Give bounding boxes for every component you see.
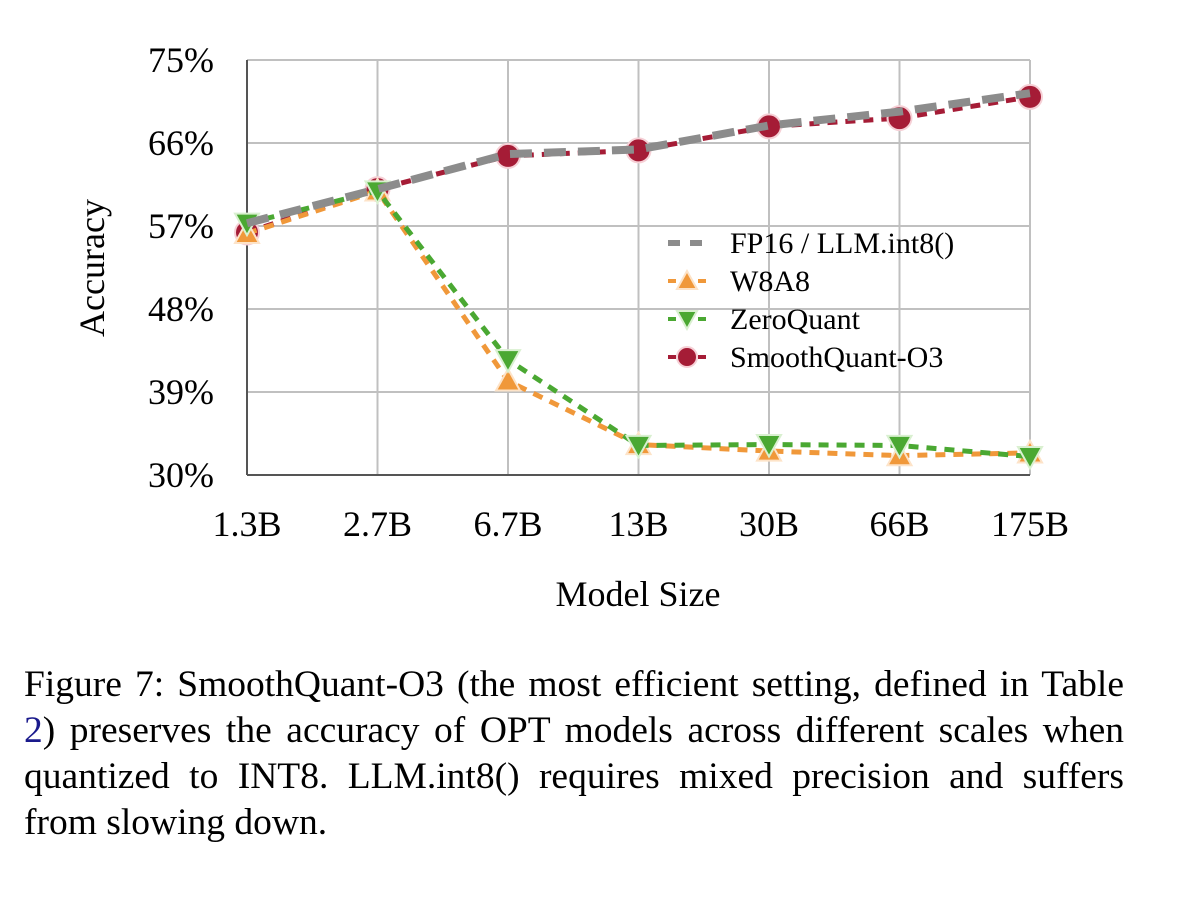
x-tick-label: 1.3B [212,504,281,544]
y-axis-title: Accuracy [72,199,112,337]
legend-label: ZeroQuant [730,303,861,336]
legend-label: SmoothQuant-O3 [730,341,943,374]
triangle-down-marker [675,310,699,332]
x-axis-title: Model Size [556,574,721,614]
x-tick-label: 66B [869,504,929,544]
x-tick-labels: 1.3B 2.7B 6.7B 13B 30B 66B 175B [212,504,1069,544]
x-tick-label: 13B [608,504,668,544]
y-tick-label: 75% [148,40,214,80]
y-tick-label: 30% [148,455,214,495]
series-group [233,83,1044,471]
series-zeroquant [233,180,1044,471]
triangle-down-marker [494,349,522,374]
triangle-up-marker [494,366,522,392]
triangle-up-marker [675,268,699,290]
caption-prefix: Figure 7: SmoothQuant-O3 (the most effic… [24,664,1124,705]
accuracy-chart: 30% 39% 48% 57% 66% 75% 1.3B 2.7B 6.7B 13B 30B 66B… [72,40,1069,614]
series-line [245,89,1031,228]
axes [246,60,1030,476]
triangle-down-marker [885,434,914,460]
y-tick-label: 48% [148,289,214,329]
x-tick-label: 30B [739,504,799,544]
triangle-down-marker [624,434,653,460]
legend-label: FP16 / LLM.int8() [730,227,954,260]
x-tick-label: 6.7B [473,504,542,544]
triangle-down-marker [1016,445,1044,471]
grid [247,59,1031,475]
legend-item: W8A8 [668,265,810,298]
x-tick-label: 175B [991,504,1069,544]
y-tick-label: 57% [148,206,214,246]
y-tick-labels: 30% 39% 48% 57% 66% 75% [148,40,214,495]
figure-caption: Figure 7: SmoothQuant-O3 (the most effic… [24,662,1124,846]
x-tick-label: 2.7B [343,504,412,544]
legend-item: FP16 / LLM.int8() [668,227,954,260]
y-tick-label: 39% [148,372,214,412]
caption-suffix: ) preserves the accuracy of OPT models a… [24,710,1124,843]
legend-label: W8A8 [730,265,810,298]
legend-item: ZeroQuant [668,303,861,336]
series-fp16-llm-int8- [245,89,1031,228]
circle-marker [676,346,698,368]
y-tick-label: 66% [148,123,214,163]
legend: FP16 / LLM.int8() W8A8 ZeroQuant SmoothQuan… [668,227,954,374]
table-reference-link[interactable]: 2 [24,710,43,751]
triangle-down-marker [755,433,783,459]
legend-item: SmoothQuant-O3 [668,341,943,374]
